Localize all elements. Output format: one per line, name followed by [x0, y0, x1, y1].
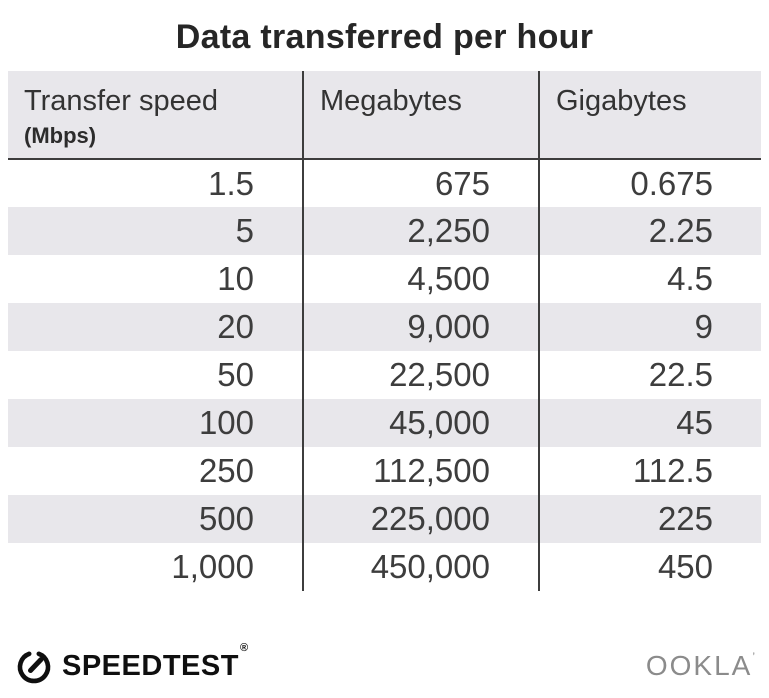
cell-transfer-speed: 5	[8, 207, 303, 255]
header-megabytes-label: Megabytes	[320, 85, 462, 117]
cell-megabytes: 225,000	[302, 495, 539, 543]
table-row: 250 112,500 112.5	[8, 447, 761, 495]
table-row: 1.5 675 0.675	[8, 159, 761, 207]
cell-megabytes: 2,250	[302, 207, 539, 255]
cell-megabytes: 45,000	[302, 399, 539, 447]
cell-transfer-speed: 500	[8, 495, 303, 543]
speedtest-logo: SPEEDTEST®	[14, 642, 248, 686]
cell-gigabytes: 9	[538, 303, 761, 351]
cell-transfer-speed: 100	[8, 399, 303, 447]
cell-gigabytes: 225	[538, 495, 761, 543]
cell-transfer-speed: 1,000	[171, 548, 254, 585]
table-row: 20 9,000 9	[8, 303, 761, 351]
table-row: 50 22,500 22.5	[8, 351, 761, 399]
page-title: Data transferred per hour	[175, 18, 594, 56]
header-megabytes: Megabytes	[302, 71, 539, 160]
footer: SPEEDTEST® OOKLA ’	[0, 642, 769, 686]
speedtest-wordmark: SPEEDTEST®	[62, 642, 248, 682]
table-header: Transfer speed (Mbps) Megabytes Gigabyte…	[8, 71, 761, 160]
cell-megabytes: 9,000	[302, 303, 539, 351]
header-transfer-speed-unit: (Mbps)	[24, 123, 97, 148]
cell-megabytes: 675	[302, 159, 539, 207]
cell-megabytes: 450,000	[302, 543, 539, 591]
data-transfer-table: Transfer speed (Mbps) Megabytes Gigabyte…	[8, 71, 761, 591]
ookla-trademark-icon: ’	[752, 650, 755, 664]
cell-gigabytes: 0.675	[538, 159, 761, 207]
cell-gigabytes: 45	[538, 399, 761, 447]
table-row: 10 4,500 4.5	[8, 255, 761, 303]
cell-transfer-speed: 1.5	[208, 164, 254, 202]
table-row: 1,000 450,000 450	[8, 543, 761, 591]
header-row: Transfer speed (Mbps) Megabytes Gigabyte…	[8, 71, 761, 160]
registered-trademark-icon: ®	[239, 641, 249, 654]
cell-transfer-speed: 20	[8, 303, 303, 351]
header-transfer-speed-label: Transfer speed	[24, 85, 218, 117]
header-transfer-speed: Transfer speed (Mbps)	[8, 71, 303, 160]
cell-gigabytes: 112.5	[538, 447, 761, 495]
table-body: 1.5 675 0.675 5 2,250 2.25 10 4,500 4.5 20 9,000 9 5…	[8, 159, 761, 591]
table-row: 5 2,250 2.25	[8, 207, 761, 255]
cell-transfer-speed: 50	[217, 356, 254, 393]
ookla-wordmark: OOKLA	[645, 650, 753, 681]
header-gigabytes: Gigabytes	[538, 71, 761, 160]
cell-transfer-speed: 250	[198, 452, 254, 489]
cell-gigabytes: 4.5	[538, 255, 761, 303]
cell-megabytes: 22,500	[302, 351, 539, 399]
cell-megabytes: 4,500	[302, 255, 539, 303]
cell-transfer-speed: 10	[217, 260, 254, 297]
speedtest-label: SPEEDTEST	[62, 649, 239, 682]
table-row: 100 45,000 45	[8, 399, 761, 447]
cell-megabytes: 112,500	[302, 447, 539, 495]
cell-gigabytes: 22.5	[538, 351, 761, 399]
speedtest-gauge-icon	[17, 651, 51, 684]
header-gigabytes-label: Gigabytes	[556, 85, 687, 117]
cell-gigabytes: 2.25	[538, 207, 761, 255]
ookla-logo: OOKLA ’	[645, 650, 755, 681]
cell-gigabytes: 450	[538, 543, 761, 591]
table-row: 500 225,000 225	[8, 495, 761, 543]
